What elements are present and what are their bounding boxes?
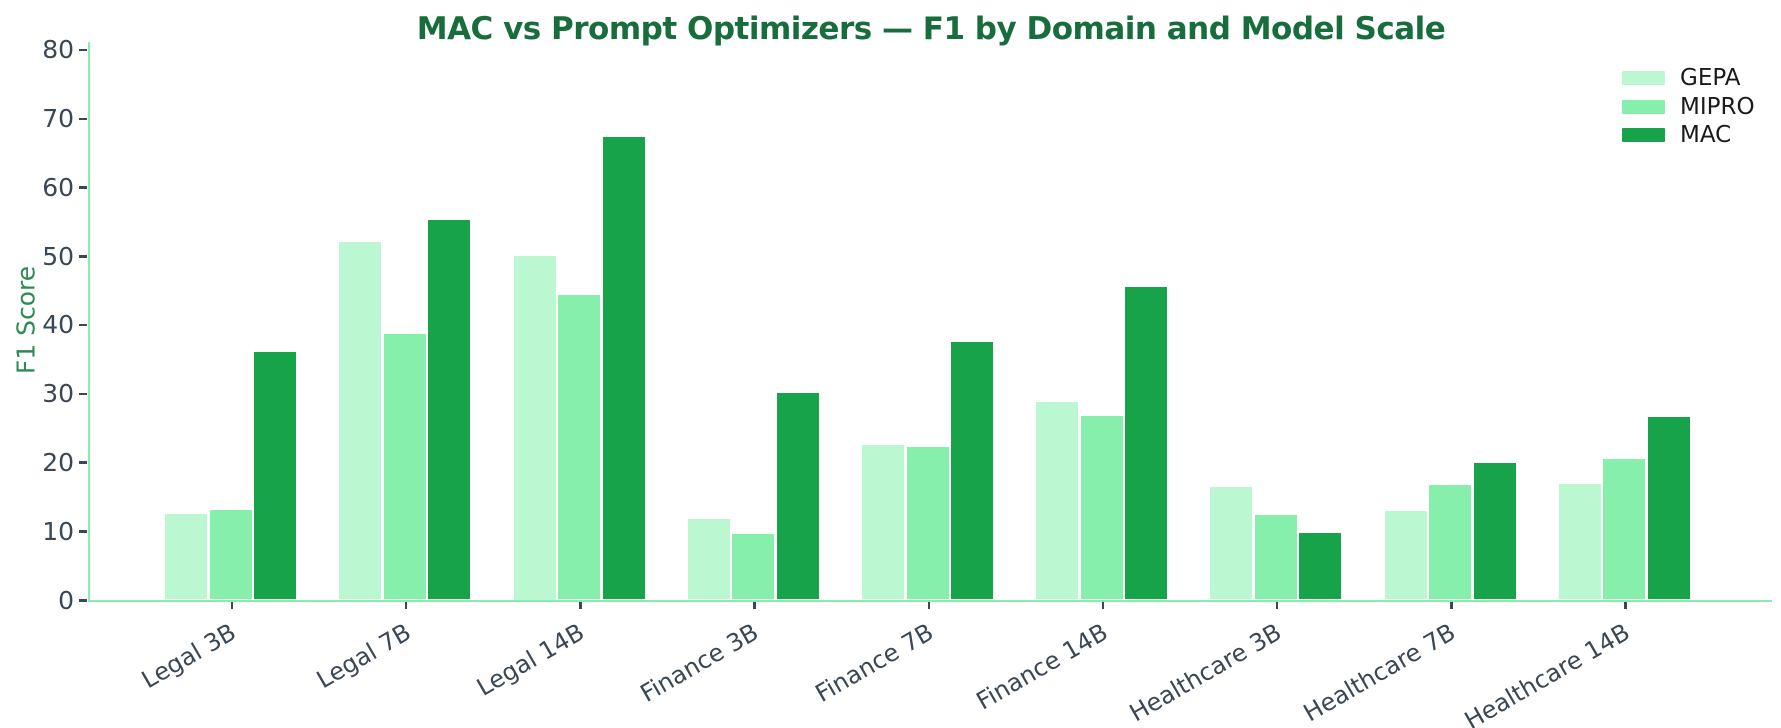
y-tick-mark bbox=[79, 392, 87, 396]
y-tick-mark bbox=[79, 323, 87, 327]
x-axis-line bbox=[87, 599, 1772, 602]
bar-gepa-healthcare-14b bbox=[1558, 483, 1601, 600]
x-tick-mark bbox=[753, 602, 756, 609]
legend-swatch-mipro bbox=[1622, 99, 1665, 114]
x-tick-mark bbox=[404, 602, 408, 609]
chart-title: MAC vs Prompt Optimizers — F1 by Domain … bbox=[416, 11, 1446, 47]
y-tick-mark bbox=[79, 255, 87, 258]
bar-mac-healthcare-7b bbox=[1473, 462, 1516, 600]
bar-gepa-healthcare-7b bbox=[1384, 511, 1427, 600]
x-tick-label: Healthcare 7B bbox=[1299, 618, 1461, 728]
y-tick-mark bbox=[79, 48, 87, 52]
y-tick-mark bbox=[79, 599, 87, 602]
y-tick-label: 20 bbox=[42, 447, 74, 477]
bar-mac-finance-3b bbox=[776, 393, 819, 600]
y-tick-label: 40 bbox=[42, 310, 74, 340]
y-axis-line bbox=[87, 42, 90, 602]
bar-gepa-legal-7b bbox=[339, 241, 382, 600]
bar-mac-healthcare-14b bbox=[1647, 417, 1690, 600]
x-tick-label: Healthcare 14B bbox=[1460, 618, 1635, 728]
y-tick-label: 10 bbox=[42, 516, 74, 546]
bar-gepa-finance-14b bbox=[1036, 402, 1079, 600]
bar-mipro-legal-7b bbox=[383, 334, 426, 600]
x-tick-mark bbox=[579, 602, 582, 609]
x-tick-label: Legal 14B bbox=[472, 618, 590, 702]
bar-mac-legal-7b bbox=[428, 219, 471, 600]
x-tick-mark bbox=[230, 602, 234, 609]
y-tick-mark bbox=[79, 117, 87, 121]
bar-mipro-legal-3b bbox=[209, 510, 252, 600]
y-tick-mark bbox=[79, 461, 87, 464]
y-tick-label: 0 bbox=[58, 585, 74, 615]
bar-mipro-legal-14b bbox=[558, 294, 601, 600]
x-tick-mark bbox=[1450, 602, 1453, 609]
bar-mipro-finance-3b bbox=[732, 534, 775, 600]
bar-mipro-healthcare-3b bbox=[1254, 514, 1297, 600]
y-tick-label: 30 bbox=[42, 379, 74, 409]
bar-mac-legal-14b bbox=[602, 137, 645, 600]
x-tick-mark bbox=[1275, 602, 1279, 609]
y-tick-mark bbox=[79, 186, 87, 189]
y-tick-label: 70 bbox=[42, 104, 74, 134]
bar-gepa-legal-14b bbox=[513, 255, 556, 600]
bar-mac-healthcare-3b bbox=[1299, 533, 1342, 600]
x-tick-mark bbox=[927, 602, 931, 609]
x-tick-mark bbox=[1624, 602, 1627, 609]
bar-mipro-healthcare-14b bbox=[1603, 458, 1646, 600]
x-tick-label: Finance 3B bbox=[635, 618, 764, 708]
legend-swatch-mac bbox=[1622, 128, 1665, 142]
legend-label-mac: MAC bbox=[1680, 122, 1732, 148]
bar-gepa-finance-3b bbox=[687, 519, 730, 600]
x-tick-mark bbox=[1101, 602, 1105, 609]
x-tick-label: Finance 7B bbox=[810, 618, 938, 708]
y-tick-mark bbox=[79, 530, 87, 533]
bar-gepa-healthcare-3b bbox=[1210, 486, 1253, 600]
x-tick-label: Legal 3B bbox=[137, 618, 241, 695]
bar-mac-finance-14b bbox=[1125, 287, 1168, 600]
bar-mipro-finance-7b bbox=[906, 446, 949, 600]
x-tick-label: Legal 7B bbox=[311, 618, 416, 695]
bar-mipro-healthcare-7b bbox=[1429, 484, 1472, 600]
bar-gepa-legal-3b bbox=[165, 514, 208, 600]
legend-swatch-gepa bbox=[1622, 71, 1665, 85]
y-tick-label: 50 bbox=[42, 241, 74, 271]
legend-label-mipro: MIPRO bbox=[1680, 93, 1755, 120]
y-tick-label: 80 bbox=[42, 35, 74, 65]
x-tick-label: Healthcare 3B bbox=[1124, 618, 1287, 728]
y-tick-label: 60 bbox=[42, 172, 74, 202]
bar-mac-legal-3b bbox=[254, 351, 297, 600]
bar-gepa-finance-7b bbox=[862, 445, 905, 600]
bar-mipro-finance-14b bbox=[1080, 415, 1123, 600]
legend-label-gepa: GEPA bbox=[1680, 65, 1741, 91]
bar-mac-finance-7b bbox=[951, 342, 994, 600]
x-tick-label: Finance 14B bbox=[971, 618, 1112, 716]
